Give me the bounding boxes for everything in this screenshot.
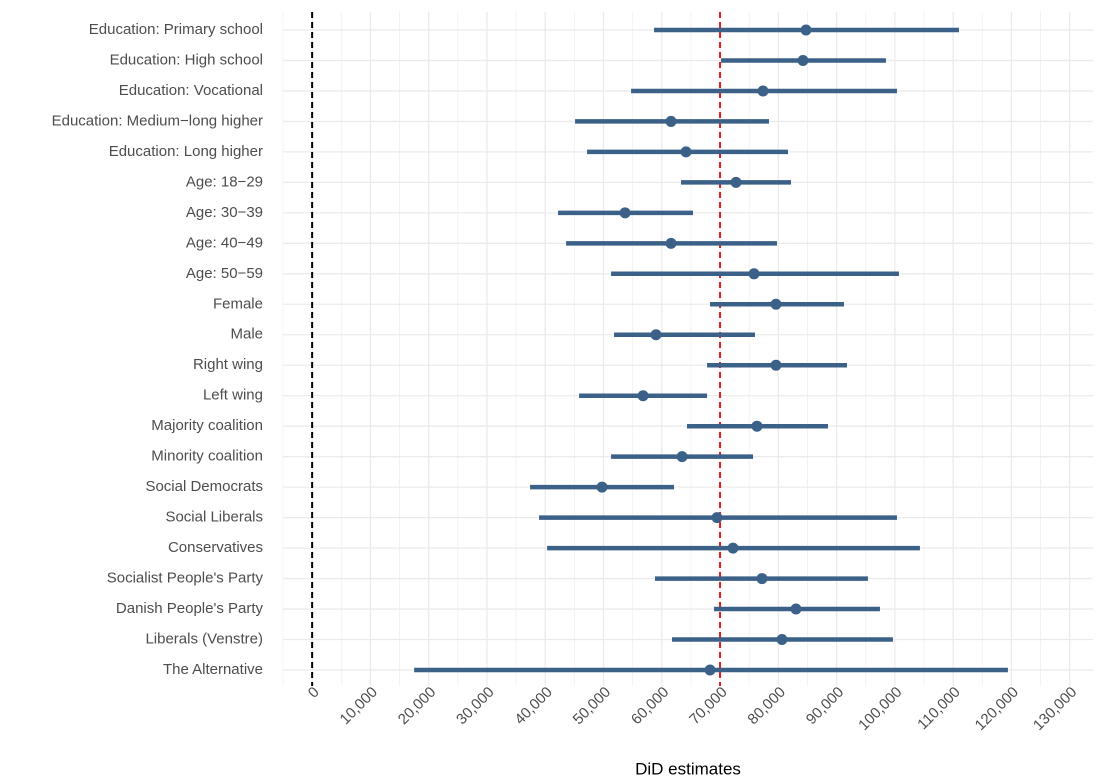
point-estimate <box>665 115 677 127</box>
y-tick-label: Right wing <box>193 356 263 373</box>
x-tick-label: 20,000 <box>395 684 439 728</box>
x-tick-label: 70,000 <box>686 684 730 728</box>
y-tick-label: Age: 30−39 <box>186 204 263 221</box>
x-tick-label: 50,000 <box>570 684 614 728</box>
point-estimate <box>757 85 769 97</box>
y-tick-label: Education: High school <box>110 51 263 68</box>
y-tick-label: Danish People's Party <box>116 600 264 617</box>
point-estimate <box>665 237 677 249</box>
x-axis-title: DiD estimates <box>635 759 741 778</box>
y-tick-label: Age: 50−59 <box>186 265 263 282</box>
x-tick-label: 110,000 <box>914 684 964 734</box>
x-tick-label: 60,000 <box>628 684 672 728</box>
point-estimate <box>637 390 649 402</box>
y-tick-label: Female <box>213 295 263 312</box>
point-estimate <box>711 512 723 524</box>
y-tick-label: Age: 40−49 <box>186 234 263 251</box>
point-estimate <box>650 329 662 341</box>
y-tick-label: Social Liberals <box>165 509 263 526</box>
y-tick-label: Minority coalition <box>151 448 263 465</box>
x-tick-label: 90,000 <box>803 684 847 728</box>
y-tick-label: The Alternative <box>163 661 263 678</box>
x-tick-label: 40,000 <box>511 684 555 728</box>
point-estimate <box>756 573 768 585</box>
point-estimate <box>680 146 692 158</box>
x-tick-label: 130,000 <box>1030 684 1080 734</box>
point-estimate <box>770 298 782 310</box>
x-tick-label: 30,000 <box>453 684 497 728</box>
point-estimate <box>704 664 716 676</box>
x-tick-label: 10,000 <box>337 684 381 728</box>
y-tick-label: Education: Long higher <box>109 143 263 160</box>
point-estimate <box>790 603 802 615</box>
y-tick-label: Left wing <box>203 387 263 404</box>
point-estimate <box>751 420 763 432</box>
y-tick-label: Age: 18−29 <box>186 173 263 190</box>
y-tick-label: Education: Medium−long higher <box>52 112 263 129</box>
point-estimate <box>619 207 631 219</box>
y-tick-label: Male <box>230 326 263 343</box>
point-estimate <box>776 634 788 646</box>
point-estimate <box>596 481 608 493</box>
point-estimate <box>676 451 688 463</box>
y-tick-label: Education: Primary school <box>89 21 263 38</box>
x-tick-label: 0 <box>305 684 323 702</box>
x-tick-label: 80,000 <box>744 684 788 728</box>
y-tick-label: Conservatives <box>168 539 263 556</box>
point-estimate <box>727 542 739 554</box>
x-tick-label: 120,000 <box>972 684 1022 734</box>
y-tick-label: Socialist People's Party <box>107 570 264 587</box>
point-estimate <box>770 359 782 371</box>
point-estimate <box>730 176 742 188</box>
point-estimate <box>748 268 760 280</box>
point-estimate <box>800 24 812 36</box>
y-tick-label: Social Democrats <box>145 478 263 495</box>
y-tick-label: Education: Vocational <box>119 82 263 99</box>
x-tick-label: 100,000 <box>855 684 905 734</box>
y-tick-label: Liberals (Venstre) <box>145 630 263 647</box>
y-tick-label: Majority coalition <box>151 417 263 434</box>
point-estimate <box>797 54 809 66</box>
